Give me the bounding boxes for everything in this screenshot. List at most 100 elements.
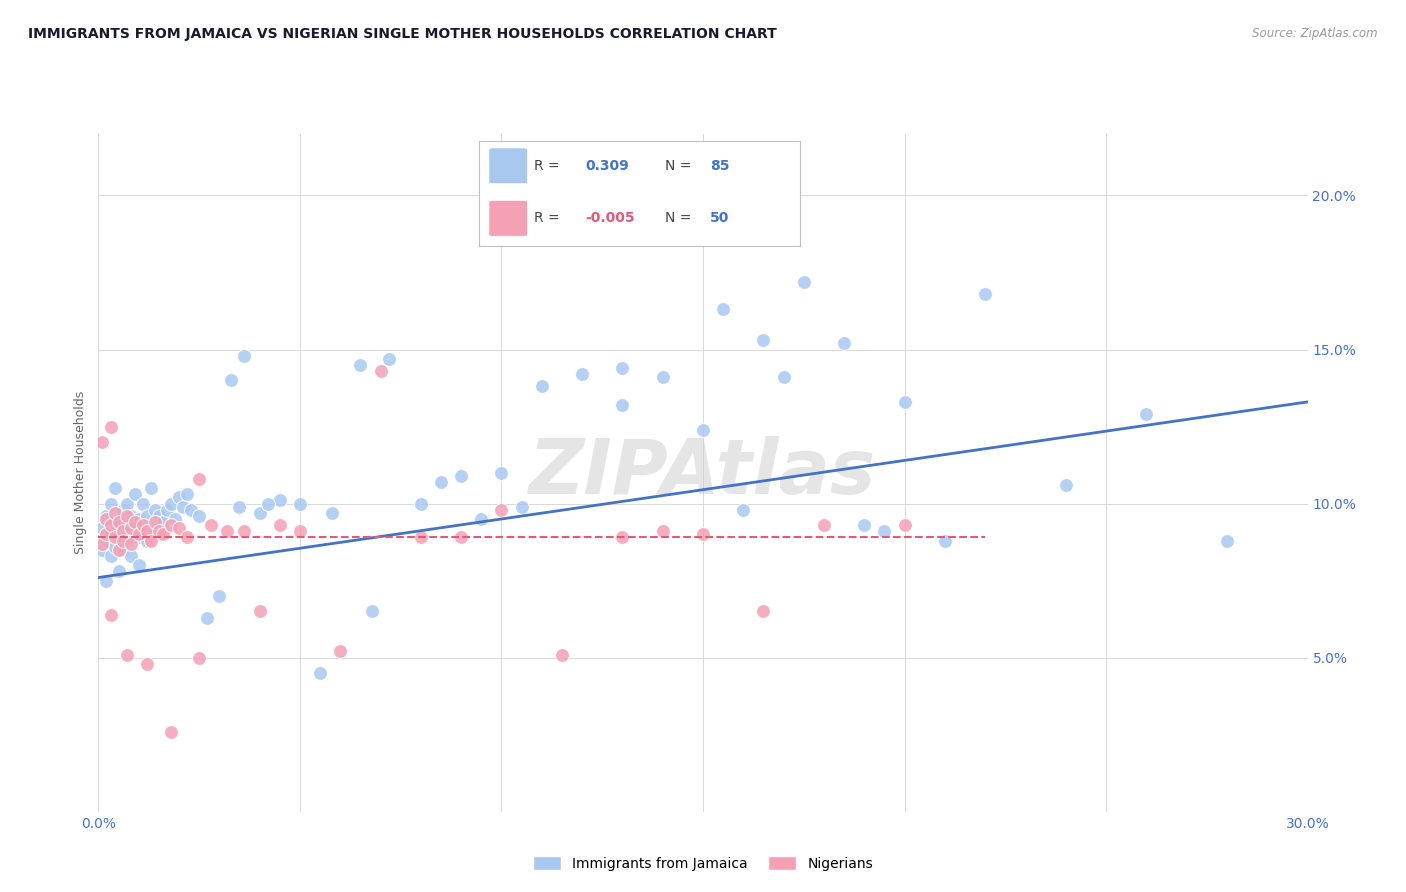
Point <box>135 533 157 548</box>
Point <box>103 531 125 545</box>
Point <box>1135 407 1157 421</box>
Point <box>135 657 157 671</box>
Point <box>124 524 146 539</box>
Point <box>148 508 170 523</box>
Point <box>172 500 194 514</box>
Point <box>128 527 150 541</box>
Point <box>120 508 142 523</box>
Point <box>551 648 574 662</box>
Point <box>409 497 432 511</box>
Text: Source: ZipAtlas.com: Source: ZipAtlas.com <box>1253 27 1378 40</box>
Point <box>100 607 122 622</box>
Point <box>132 497 155 511</box>
Point <box>103 481 125 495</box>
Point <box>160 724 183 739</box>
Point <box>128 531 150 545</box>
Point <box>135 524 157 539</box>
Point <box>249 506 271 520</box>
Point <box>651 370 673 384</box>
Point <box>156 502 179 516</box>
Point <box>132 518 155 533</box>
Point <box>711 302 734 317</box>
Point <box>188 508 211 523</box>
Point <box>832 336 855 351</box>
Point <box>100 527 122 541</box>
Point <box>100 419 122 434</box>
Point <box>934 533 956 548</box>
Point <box>491 466 513 480</box>
Text: IMMIGRANTS FROM JAMAICA VS NIGERIAN SINGLE MOTHER HOUSEHOLDS CORRELATION CHART: IMMIGRANTS FROM JAMAICA VS NIGERIAN SING… <box>28 27 778 41</box>
Point <box>148 527 170 541</box>
Point <box>288 524 311 539</box>
Point <box>160 497 183 511</box>
Text: ZIPAtlas: ZIPAtlas <box>529 436 877 509</box>
Point <box>772 370 794 384</box>
Point <box>132 518 155 533</box>
Point <box>1216 533 1239 548</box>
Point <box>120 549 142 563</box>
Point <box>571 367 593 381</box>
Point <box>143 502 166 516</box>
Point <box>491 502 513 516</box>
Point <box>873 524 896 539</box>
Point <box>329 644 352 658</box>
Point <box>176 531 198 545</box>
Point <box>651 524 673 539</box>
Point <box>188 650 211 665</box>
Point <box>167 491 190 505</box>
Point <box>228 500 250 514</box>
Point <box>232 349 254 363</box>
Point <box>139 481 162 495</box>
Point <box>612 361 634 376</box>
Point <box>893 395 915 409</box>
Point <box>612 531 634 545</box>
Point <box>107 531 129 545</box>
Point <box>96 512 118 526</box>
Point <box>269 493 291 508</box>
Point <box>111 524 134 539</box>
Point <box>1054 478 1077 492</box>
Point <box>752 604 775 618</box>
Point <box>120 521 142 535</box>
Point <box>124 487 146 501</box>
Point <box>288 497 311 511</box>
Point <box>221 373 243 387</box>
Y-axis label: Single Mother Households: Single Mother Households <box>73 391 87 555</box>
Point <box>974 287 997 301</box>
Point <box>111 502 134 516</box>
Point <box>180 502 202 516</box>
Point <box>100 549 122 563</box>
Point <box>91 536 114 550</box>
Point <box>377 351 399 366</box>
Point <box>470 512 492 526</box>
Point <box>96 508 118 523</box>
Point <box>813 518 835 533</box>
Point <box>115 533 138 548</box>
Point <box>409 531 432 545</box>
Point <box>208 589 231 603</box>
Point <box>217 524 239 539</box>
Point <box>148 524 170 539</box>
Point <box>195 610 218 624</box>
Point <box>96 574 118 588</box>
Point <box>249 604 271 618</box>
Point <box>309 666 332 681</box>
Point <box>100 518 122 533</box>
Point <box>152 515 174 529</box>
Point <box>115 508 138 523</box>
Point <box>107 542 129 557</box>
Point <box>853 518 876 533</box>
Point <box>103 540 125 554</box>
Point <box>107 515 129 529</box>
Legend: Immigrants from Jamaica, Nigerians: Immigrants from Jamaica, Nigerians <box>527 850 879 876</box>
Point <box>120 536 142 550</box>
Point <box>612 398 634 412</box>
Point <box>91 521 114 535</box>
Point <box>256 497 278 511</box>
Point <box>450 468 472 483</box>
Point <box>103 506 125 520</box>
Point <box>349 358 371 372</box>
Point <box>530 379 553 393</box>
Point <box>111 533 134 548</box>
Point <box>135 508 157 523</box>
